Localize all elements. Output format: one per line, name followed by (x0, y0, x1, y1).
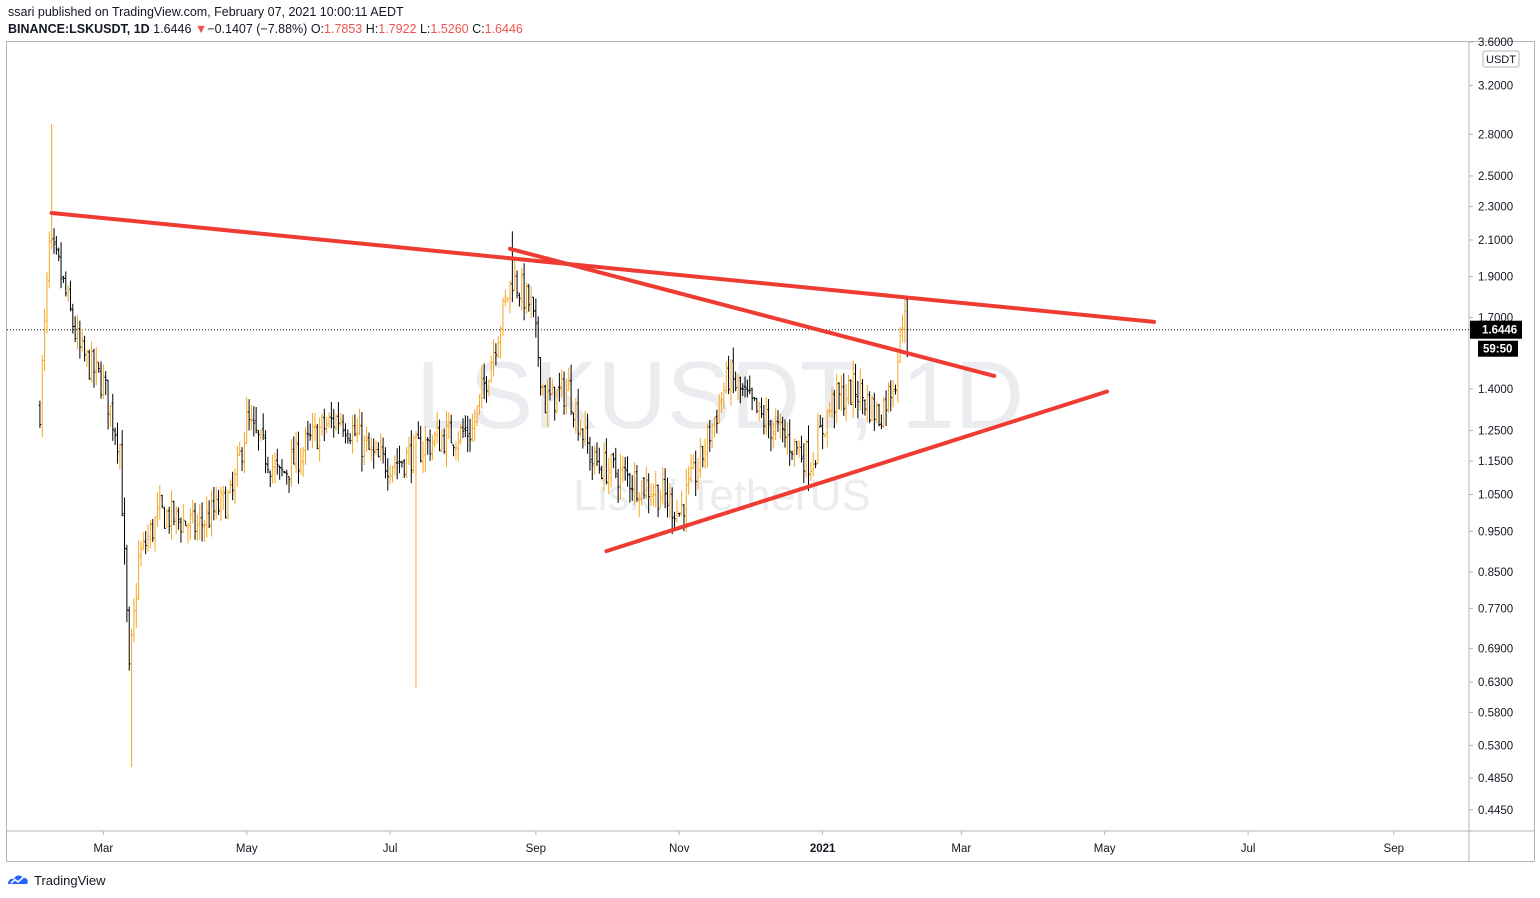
open-value: 1.7853 (324, 22, 363, 36)
current-price-label: 1.6446 (1482, 325, 1517, 337)
symbol-legend: BINANCE:LSKUSDT, 1D 1.6446 ▼−0.1407 (−7.… (8, 22, 523, 36)
time-axis[interactable]: Mar May Jul Sep Nov 2021 Mar May Jul Sep (93, 831, 1404, 855)
tradingview-brand[interactable]: TradingView (34, 872, 106, 888)
price-axis[interactable]: 3.6000 3.2000 2.8000 2.5000 2.3000 2.1000 1.90… (1469, 37, 1513, 817)
price-tick-label: 0.6900 (1478, 644, 1513, 656)
publish-info: ssari published on TradingView.com, Febr… (8, 5, 404, 19)
price-tick-label: 0.4450 (1478, 805, 1513, 817)
change-down-icon: ▼ (194, 22, 208, 36)
price-tick-label: 2.5000 (1478, 171, 1513, 183)
watermark: LSKUSDT, 1D Lisk / TetherUS (416, 342, 1024, 520)
price-tick-label: 0.6300 (1478, 677, 1513, 689)
time-tick-label: Sep (526, 843, 546, 855)
time-tick-label: Mar (951, 843, 971, 855)
price-tick-label: 0.5800 (1478, 707, 1513, 719)
symbol-name[interactable]: BINANCE:LSKUSDT, 1D (8, 22, 150, 36)
currency-badge: USDT (1482, 50, 1520, 68)
price-tick-label: 0.8500 (1478, 567, 1513, 579)
low-value: 1.5260 (430, 22, 469, 36)
time-tick-label: 2021 (810, 843, 836, 855)
footer: TradingView (6, 871, 106, 889)
open-label: O: (310, 22, 325, 36)
current-price-tag: 1.6446 59:50 (1470, 320, 1522, 357)
price-tick-label: 0.9500 (1478, 526, 1513, 538)
price-tick-label: 0.4850 (1478, 773, 1513, 785)
trendlines[interactable] (49, 210, 1157, 554)
last-price: 1.6446 (153, 22, 192, 36)
price-tick-label: 0.7700 (1478, 603, 1513, 615)
chart-panel[interactable] (6, 41, 1535, 862)
time-tick-label: Sep (1384, 843, 1404, 855)
time-tick-label: Jul (1241, 843, 1256, 855)
price-tick-label: 2.3000 (1478, 202, 1513, 214)
price-tick-label: 3.2000 (1478, 80, 1513, 92)
watermark-symbol: LSKUSDT, 1D (416, 342, 1024, 449)
low-label: L: (419, 22, 431, 36)
price-tick-label: 1.1500 (1478, 456, 1513, 468)
bar-countdown-label: 59:50 (1483, 344, 1512, 356)
price-tick-label: 2.8000 (1478, 129, 1513, 141)
time-tick-label: May (1094, 843, 1116, 855)
price-tick-label: 0.5300 (1478, 741, 1513, 753)
trendline[interactable] (604, 389, 1110, 554)
price-tick-label: 1.0500 (1478, 489, 1513, 501)
close-value: 1.6446 (484, 22, 523, 36)
time-tick-label: Nov (669, 843, 690, 855)
price-tick-label: 3.6000 (1478, 37, 1513, 49)
trendline[interactable] (49, 210, 1157, 324)
price-tick-label: 2.1000 (1478, 235, 1513, 247)
close-label: C: (472, 22, 485, 36)
time-tick-label: Mar (93, 843, 113, 855)
time-tick-label: May (236, 843, 258, 855)
high-label: H: (365, 22, 379, 36)
price-change: −0.1407 (−7.88%) (207, 22, 308, 36)
price-tick-label: 1.4000 (1478, 384, 1513, 396)
time-tick-label: Jul (383, 843, 398, 855)
tradingview-logo-icon[interactable] (6, 873, 30, 887)
ohlc-bars (38, 123, 909, 767)
currency-label: USDT (1486, 54, 1516, 66)
publish-info-text: ssari published on TradingView.com, Febr… (8, 5, 404, 19)
trendline[interactable] (508, 246, 997, 378)
price-tick-label: 1.9000 (1478, 272, 1513, 284)
price-tick-label: 1.2500 (1478, 425, 1513, 437)
high-value: 1.7922 (378, 22, 417, 36)
